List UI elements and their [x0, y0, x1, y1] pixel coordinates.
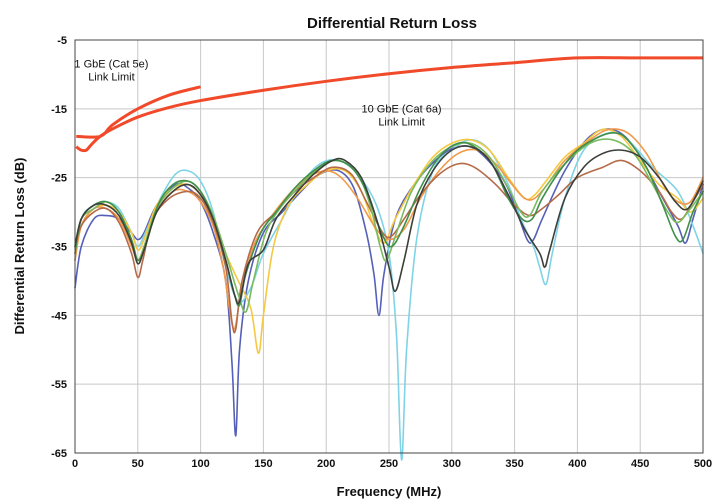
- annotation-text: 1 GbE (Cat 5e): [74, 59, 148, 71]
- series-group: [74, 128, 704, 461]
- x-tick-label: 100: [191, 458, 209, 470]
- x-tick-label: 300: [443, 458, 461, 470]
- x-tick-label: 50: [132, 458, 144, 470]
- chart-title: Differential Return Loss: [307, 15, 477, 32]
- x-tick-label: 500: [694, 458, 712, 470]
- measured-series-line: [74, 159, 704, 334]
- x-tick-label: 450: [631, 458, 649, 470]
- x-tick-label: 200: [317, 458, 335, 470]
- x-tick-label: 150: [254, 458, 272, 470]
- annotation-text: 10 GbE (Cat 6a): [362, 103, 442, 115]
- y-tick-label: -65: [51, 448, 67, 460]
- x-axis-label: Frequency (MHz): [337, 484, 442, 499]
- y-tick-label: -35: [51, 242, 67, 254]
- measured-series-line: [74, 145, 704, 305]
- x-tick-label: 400: [568, 458, 586, 470]
- y-tick-label: -5: [57, 35, 67, 47]
- x-tick-label: 250: [380, 458, 398, 470]
- annotation-text: Link Limit: [88, 72, 134, 84]
- y-tick-label: -25: [51, 173, 67, 185]
- measured-series-line: [74, 128, 704, 354]
- limit-lines: [75, 56, 703, 153]
- annotation-text: Link Limit: [378, 116, 424, 128]
- y-axis-label: Differential Return Loss (dB): [12, 158, 27, 335]
- x-tick-labels: 0 50 100 150 200 250 300 350 400 450 500: [72, 458, 712, 470]
- limit-line: [75, 56, 703, 153]
- x-tick-label: 350: [505, 458, 523, 470]
- x-tick-label: 0: [72, 458, 78, 470]
- y-tick-labels: -5 -15 -25 -35 -45 -55 -65: [51, 35, 67, 460]
- plot-frame: [74, 39, 704, 454]
- y-tick-label: -55: [51, 379, 67, 391]
- y-tick-label: -45: [51, 310, 67, 322]
- limit-line: [76, 85, 201, 139]
- y-tick-label: -15: [51, 104, 67, 116]
